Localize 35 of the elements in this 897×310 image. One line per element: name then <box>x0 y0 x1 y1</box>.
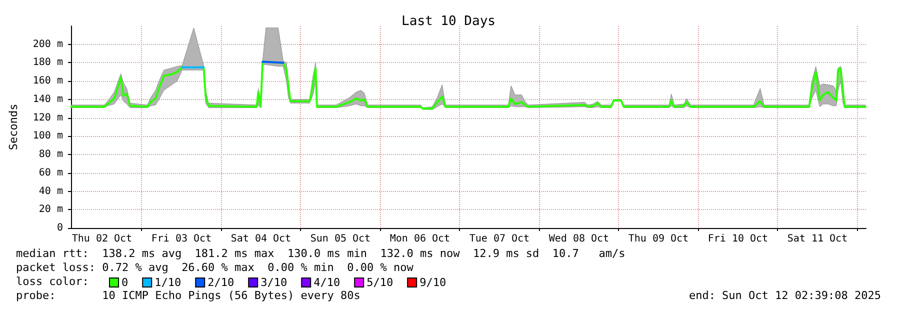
legend-label: 3/10 <box>260 276 288 289</box>
legend-label: 1/10 <box>154 276 182 289</box>
legend-label: 0 <box>122 276 128 289</box>
x-tick-label: Mon 06 Oct <box>390 234 450 244</box>
y-axis-title: Seconds <box>7 104 20 150</box>
text: packet loss: 0.72 % avg 26.60 % max 0.00 % min 0.00 % now <box>16 261 414 274</box>
y-tick-label: 120 m <box>32 112 63 124</box>
text: loss color: <box>16 275 89 288</box>
y-tick-label: 180 m <box>32 57 63 68</box>
y-tick-label: 20 m <box>38 204 63 216</box>
y-tick-label: 140 m <box>32 94 63 105</box>
legend-label: 5/10 <box>366 276 394 289</box>
chart-title: Last 10 Days <box>402 14 496 29</box>
y-tick-label: 200 m <box>32 38 63 50</box>
x-tick-label: Thu 09 Oct <box>628 234 689 244</box>
y-tick-label: 100 m <box>32 130 63 142</box>
x-tick-label: Sat 11 Oct <box>787 234 848 244</box>
legend-label: 2/10 <box>208 276 234 289</box>
text: median rtt: 138.2 ms avg 181.2 ms max 130.0 ms min 132.0 ms now 12.9 ms sd 10.7 am/s <box>16 247 626 260</box>
x-tick-label: Thu 02 Oct <box>72 234 132 244</box>
y-tick-label: 160 m <box>32 76 63 87</box>
text: probe: 10 ICMP Echo Pings (56 Bytes) every 80s <box>16 289 360 302</box>
legend-label: 9/10 <box>420 276 446 289</box>
text: end: Sun Oct 12 02:39:08 2025 <box>688 289 882 302</box>
y-tick-label: 40 m <box>38 186 63 197</box>
x-tick-label: Sun 05 Oct <box>310 234 371 244</box>
x-tick-label: Sat 04 Oct <box>230 234 292 244</box>
y-tick-label: 80 m <box>38 149 63 160</box>
x-tick-label: Fri 03 Oct <box>151 234 212 244</box>
legend-label: 4/10 <box>314 276 340 289</box>
y-tick-label: 60 m <box>38 167 63 178</box>
x-tick-label: Tue 07 Oct <box>469 234 530 244</box>
x-tick-label: Wed 08 Oct <box>548 234 610 244</box>
x-tick-label: Fri 10 Oct <box>708 234 768 244</box>
y-tick-label: 0 <box>56 222 63 234</box>
